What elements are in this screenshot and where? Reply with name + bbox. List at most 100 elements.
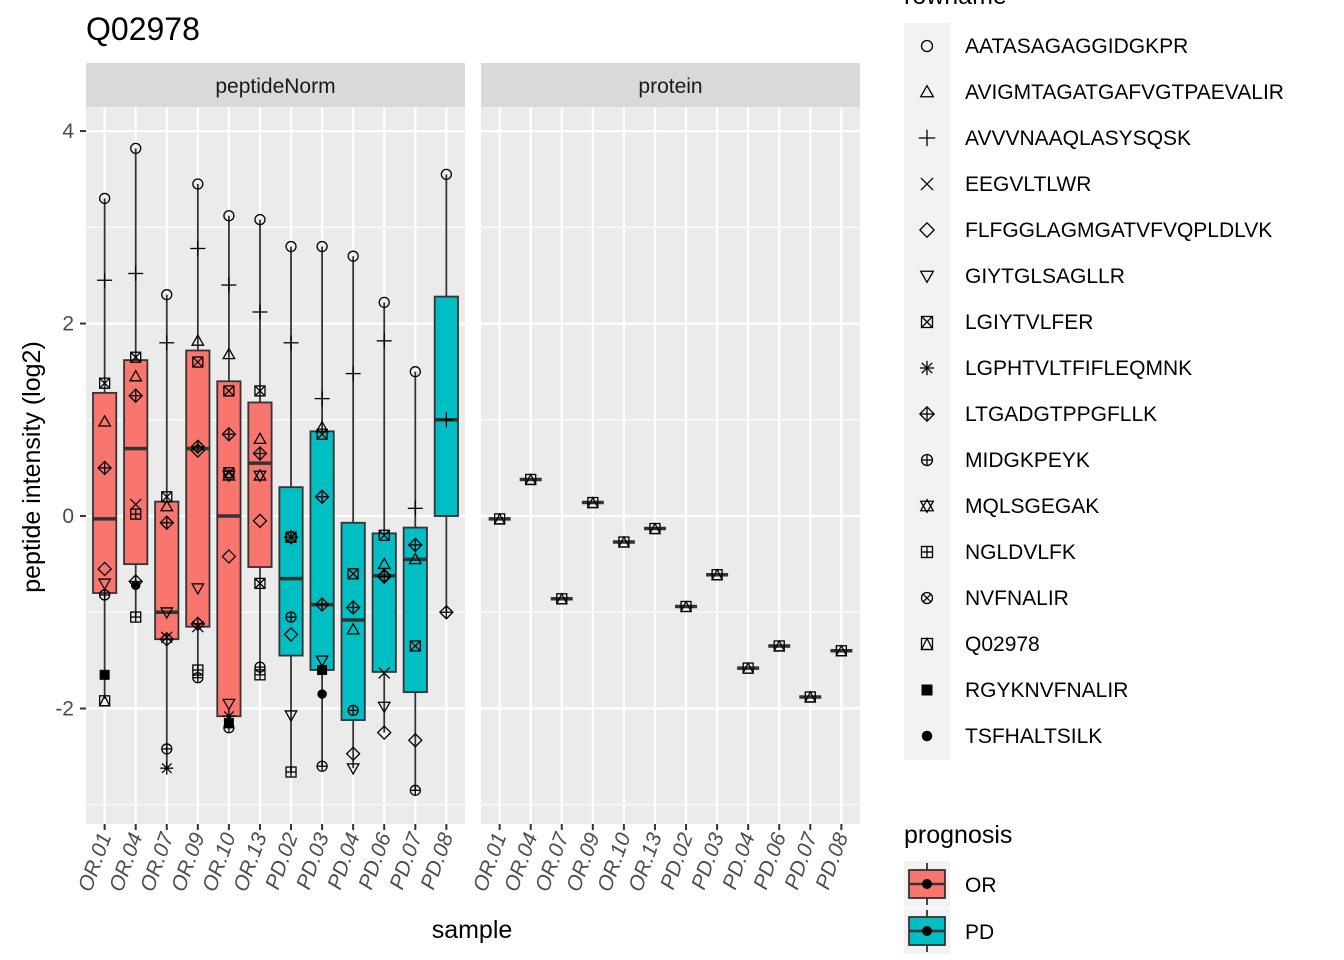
point-mqlsgegak xyxy=(253,468,267,483)
y-tick-label: 2 xyxy=(62,313,74,336)
square-triangle-icon xyxy=(920,637,934,651)
legend-label: NGLDVLFK xyxy=(965,541,1076,564)
legend-label: NVFNALIR xyxy=(965,587,1069,610)
legend-label: GIYTGLSAGLLR xyxy=(965,265,1125,288)
point-avvvnaaqlasysqsk xyxy=(345,366,361,382)
point-avigmtagatgafvgtpaevalir xyxy=(315,420,329,433)
circle xyxy=(378,296,390,309)
point-avvvnaaqlasysqsk xyxy=(97,272,113,288)
point-ngldvlfk xyxy=(130,508,142,520)
legend-label: OR xyxy=(965,874,997,897)
point-midgkpeyk xyxy=(223,722,235,734)
protein-point xyxy=(617,535,630,548)
square xyxy=(409,640,421,652)
square-filled-icon xyxy=(921,684,933,696)
inner-triangle xyxy=(773,639,786,652)
point-lgiytvlfer xyxy=(409,640,421,652)
legend-item-eegvltlwr: EEGVLTLWR xyxy=(920,173,1091,196)
d-line xyxy=(161,762,172,774)
circle xyxy=(347,250,359,262)
square xyxy=(920,315,934,329)
strip-background xyxy=(481,63,860,107)
inner-triangle xyxy=(835,644,848,657)
point-aatasagaggidgkpr xyxy=(254,213,266,226)
d-line xyxy=(378,529,390,541)
point-avvvnaaqlasysqsk xyxy=(407,500,423,516)
point-midgkpeyk xyxy=(347,704,359,717)
inner-triangle xyxy=(711,568,724,581)
point-giytglsagllr xyxy=(159,607,174,620)
legend-label: MIDGKPEYK xyxy=(965,449,1090,472)
point-lgiytvlfer xyxy=(378,529,390,541)
point-flfgglagmgatvfvqpldlvk xyxy=(345,746,361,762)
inner-triangle xyxy=(493,512,506,525)
d-line xyxy=(223,385,235,397)
triangle xyxy=(159,499,174,512)
point-flfgglagmgatvfvqpldlvk xyxy=(407,732,423,748)
point-avvvnaaqlasysqsk xyxy=(252,304,268,320)
point-flfgglagmgatvfvqpldlvk xyxy=(221,549,237,564)
triangle xyxy=(97,414,112,427)
point-avigmtagatgafvgtpaevalir xyxy=(190,333,205,346)
protein-point xyxy=(773,639,786,652)
triangle xyxy=(190,333,205,346)
point-ltgadgtppgfllk xyxy=(190,439,206,455)
point-lgiytvlfer xyxy=(98,377,111,389)
point-eegvltlwr xyxy=(129,498,142,511)
point-midgkpeyk xyxy=(285,611,297,623)
triangle xyxy=(253,470,267,483)
protein-or-09 xyxy=(581,496,604,509)
diamond xyxy=(283,626,299,642)
inner-triangle xyxy=(586,496,599,509)
star-of-david-icon xyxy=(919,498,935,514)
point-q02978 xyxy=(98,694,111,707)
point-avigmtagatgafvgtpaevalir xyxy=(222,347,236,360)
point-ltgadgtppgfllk xyxy=(221,426,237,442)
circle-cross-icon xyxy=(920,591,934,605)
protein-point xyxy=(711,568,724,581)
diamond xyxy=(221,549,237,564)
point-aatasagaggidgkpr xyxy=(316,240,328,253)
cross-icon xyxy=(920,177,934,191)
y-axis: -2 0 2 4 xyxy=(55,120,86,721)
point-ltgadgtppgfllk xyxy=(438,604,454,620)
point-tsfhaltsilk xyxy=(317,689,327,699)
legend-item-avigmtagatgafvgtpaevalir: AVIGMTAGATGAFVGTPAEVALIR xyxy=(919,81,1284,104)
circle xyxy=(130,142,142,155)
point-giytglsagllr xyxy=(315,655,329,668)
box-pd-07 xyxy=(402,371,428,791)
y-tick-label: 4 xyxy=(62,120,74,143)
circle xyxy=(285,240,297,253)
triangle xyxy=(222,470,236,483)
legend: rowname AATASAGAGGIDGKPR AVIGMTAGATGAFVGTP… xyxy=(904,0,1284,954)
circle xyxy=(223,210,235,222)
diamond-plus-icon xyxy=(918,405,936,423)
legend-item-avvvnaaqlasysqsk: AVVVNAAQLASYSQSK xyxy=(918,127,1191,150)
protein-pd-02 xyxy=(675,600,698,613)
legend-item-aatasagaggidgkpr: AATASAGAGGIDGKPR xyxy=(920,35,1188,58)
filled-circle xyxy=(130,580,141,591)
protein-or-04 xyxy=(519,473,542,486)
d-line xyxy=(378,666,391,679)
triangle xyxy=(253,468,267,481)
inner-triangle xyxy=(524,473,537,486)
point-flfgglagmgatvfvqpldlvk xyxy=(190,443,206,459)
panel-protein: protein xyxy=(481,63,860,824)
box-pd-02 xyxy=(278,246,304,773)
legend-dot xyxy=(922,879,932,889)
square-plus-icon xyxy=(920,545,934,559)
inner-triangle xyxy=(617,535,630,548)
legend-label: AVVVNAAQLASYSQSK xyxy=(965,127,1191,150)
panel-background xyxy=(86,107,465,824)
circle xyxy=(316,240,328,253)
box-body xyxy=(278,486,304,657)
d-line xyxy=(921,362,933,374)
inner-triangle xyxy=(648,522,662,535)
point-lgiytvlfer xyxy=(192,356,204,368)
d-line xyxy=(920,177,934,191)
box-body xyxy=(309,430,335,671)
diamond-icon xyxy=(918,221,936,239)
inner-triangle xyxy=(679,600,693,613)
point-giytglsagllr xyxy=(222,698,236,711)
legend-dot xyxy=(922,926,932,936)
